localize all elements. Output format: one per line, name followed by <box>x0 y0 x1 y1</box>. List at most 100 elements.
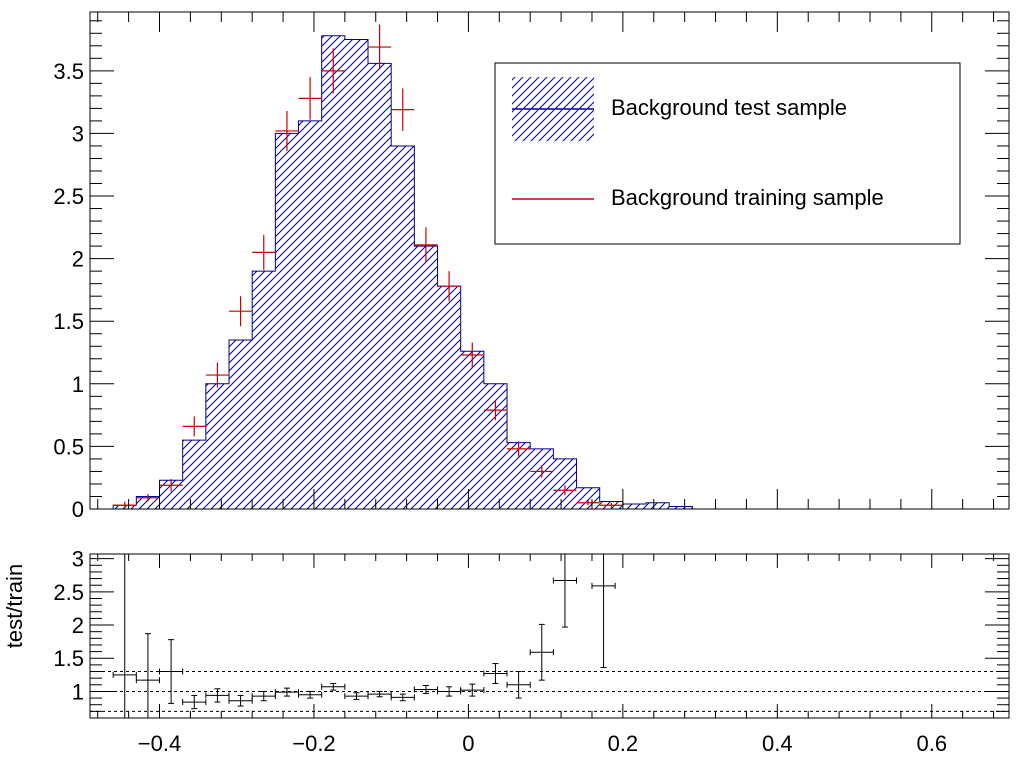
ratio-point <box>367 690 392 698</box>
ratio-point <box>460 683 485 697</box>
distribution-y-tick-label: 0 <box>72 497 84 522</box>
distribution-y-tick-label: 3.5 <box>53 59 84 84</box>
ratio-points <box>112 554 616 718</box>
histogram-bar <box>298 120 322 509</box>
ratio-x-tick-label: 0.2 <box>608 731 639 756</box>
ratio-point <box>390 693 415 702</box>
ratio-x-tick-label: 0.6 <box>916 731 947 756</box>
ratio-point <box>159 639 184 704</box>
training-point <box>507 441 531 457</box>
ratio-point <box>591 554 616 669</box>
histogram-bar <box>391 145 415 509</box>
training-point <box>298 77 322 120</box>
training-point <box>252 234 276 270</box>
histogram-bar <box>252 271 276 509</box>
ratio-point <box>483 663 508 684</box>
test-sample-histogram <box>90 35 1009 510</box>
ratio-x-tick-label: −0.2 <box>292 731 335 756</box>
histogram-bar <box>460 351 484 509</box>
ratio-point <box>112 554 137 718</box>
histogram-bar <box>182 440 206 509</box>
ratio-x-tick-label: 0.4 <box>762 731 793 756</box>
training-point <box>414 227 438 263</box>
distribution-axis-ticks <box>90 12 1009 510</box>
legend-label-test: Background test sample <box>611 95 847 120</box>
histogram-bar <box>530 448 554 509</box>
training-point <box>113 501 137 509</box>
training-point <box>229 296 253 327</box>
legend-label-train: Background training sample <box>611 185 884 210</box>
training-point <box>275 110 299 151</box>
ratio-point <box>321 682 346 691</box>
training-point <box>599 502 623 508</box>
ratio-point <box>552 554 578 628</box>
training-point <box>553 485 577 496</box>
histogram-bar <box>437 286 461 509</box>
ratio-frame <box>89 553 1010 719</box>
histogram-bar <box>344 39 369 509</box>
ratio-point <box>205 688 230 703</box>
training-point <box>159 478 183 492</box>
ratio-y-tick-label: 2.5 <box>53 580 84 605</box>
training-point <box>460 342 484 368</box>
training-point <box>136 493 160 502</box>
ratio-point <box>506 671 531 699</box>
ratio-x-tick-label: 0 <box>462 731 474 756</box>
distribution-y-tick-label: 1 <box>72 372 84 397</box>
training-point <box>483 400 508 421</box>
histogram-bar <box>669 506 693 509</box>
ratio-point <box>437 686 462 697</box>
distribution-y-tick-label: 2.5 <box>53 184 84 209</box>
training-point <box>321 48 345 94</box>
ratio-point <box>274 687 300 697</box>
ratio-point <box>529 623 554 681</box>
legend: Background test sample Background traini… <box>494 62 961 245</box>
histogram-bar <box>159 480 183 509</box>
ratio-y-tick-label: 1 <box>72 679 84 704</box>
ratio-point <box>228 694 253 707</box>
ratio-point <box>298 690 323 699</box>
ratio-point <box>413 684 439 694</box>
histogram-bar <box>321 35 345 510</box>
histogram-bar <box>622 503 647 509</box>
ratio-x-tick-label: −0.4 <box>138 731 181 756</box>
training-sample-points <box>113 24 623 509</box>
training-point <box>368 24 392 70</box>
ratio-panel: 1 1.5 2 2.5 3 −0.4 −0.2 0 0.2 0.4 0.6 test/train <box>2 547 1010 756</box>
ratio-y-tick-labels: 1 1.5 2 2.5 3 <box>53 547 84 705</box>
distribution-y-tick-label: 2 <box>72 247 84 272</box>
distribution-y-tick-label: 1.5 <box>53 309 84 334</box>
training-point <box>576 500 600 506</box>
ratio-point <box>182 694 207 710</box>
ratio-point <box>344 692 369 700</box>
ratio-x-tick-labels: −0.4 −0.2 0 0.2 0.4 0.6 <box>138 731 947 756</box>
ratio-y-axis-label: test/train <box>2 564 27 648</box>
histogram-bar <box>229 339 253 509</box>
ratio-axis-ticks <box>90 554 1009 718</box>
training-point <box>182 416 206 437</box>
distribution-frame <box>89 11 1010 510</box>
histogram-bar <box>136 496 160 509</box>
ratio-y-tick-label: 3 <box>72 547 84 572</box>
ratio-point <box>135 633 161 718</box>
distribution-y-tick-label: 3 <box>72 121 84 146</box>
histogram-bar <box>205 383 230 509</box>
histogram-bar <box>275 133 299 510</box>
histogram-bar <box>483 383 508 509</box>
ratio-y-tick-label: 1.5 <box>53 646 84 671</box>
histogram-bar <box>646 502 670 509</box>
distribution-y-tick-label: 0.5 <box>53 434 84 459</box>
distribution-y-tick-labels: 0 0.5 1 1.5 2 2.5 3 3.5 <box>53 59 84 522</box>
training-point <box>530 465 554 478</box>
ratio-reference-lines <box>90 671 1009 712</box>
histogram-bar <box>553 458 577 509</box>
histogram-bar <box>576 487 600 509</box>
histogram-bar <box>414 246 438 509</box>
histogram-bar <box>368 63 392 510</box>
distribution-panel: 0 0.5 1 1.5 2 2.5 3 3.5 Background test sample … <box>53 11 1010 522</box>
histogram-bar <box>507 442 531 509</box>
training-point <box>437 271 461 302</box>
ratio-y-tick-label: 2 <box>72 613 84 638</box>
training-point <box>391 88 415 131</box>
